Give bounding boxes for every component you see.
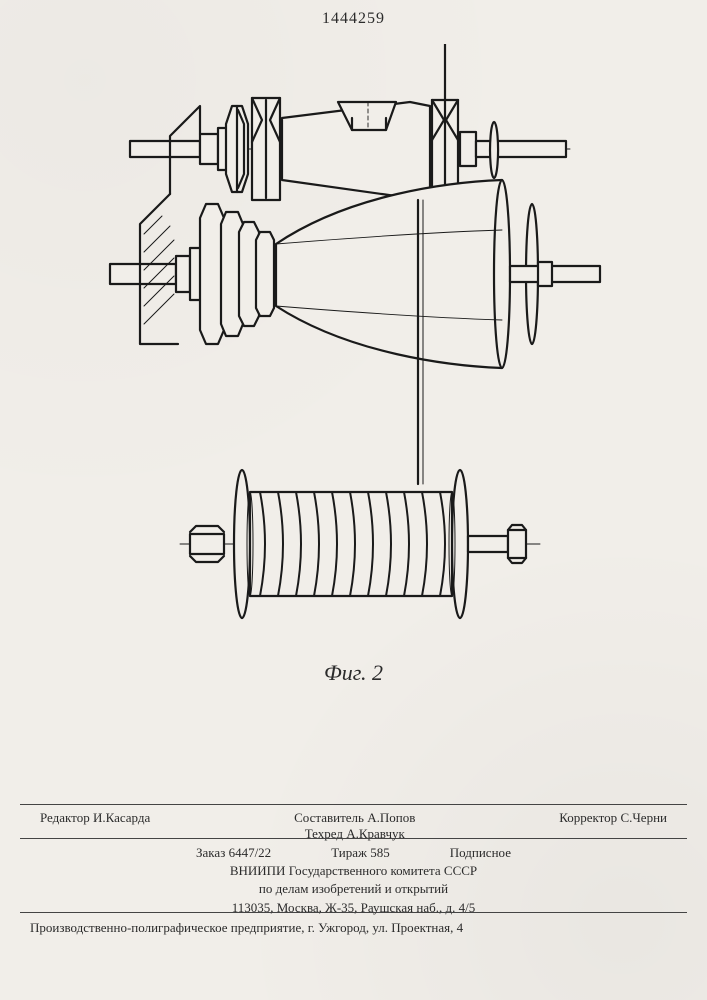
imprint-block: Заказ 6447/22 Тираж 585 Подписное ВНИИПИ… <box>40 844 667 917</box>
organisation-line2: по делам изобретений и открытий <box>40 880 667 898</box>
printer-footer: Производственно-полиграфическое предприя… <box>30 920 677 936</box>
podpisnoe: Подписное <box>450 844 511 862</box>
patent-number: 1444259 <box>0 10 707 28</box>
divider <box>20 838 687 839</box>
order-number: Заказ 6447/22 <box>196 844 271 862</box>
page: 1444259 <box>0 0 707 1000</box>
address: 113035, Москва, Ж-35, Раушская наб., д. … <box>40 899 667 917</box>
divider <box>20 912 687 913</box>
divider <box>20 804 687 805</box>
organisation: ВНИИПИ Государственного комитета СССР <box>40 862 667 880</box>
credits-block: Редактор И.Касарда Составитель А.Попов Т… <box>40 810 667 846</box>
figure-label: Фиг. 2 <box>0 660 707 686</box>
mechanical-diagram <box>100 44 610 644</box>
tirazh: Тираж 585 <box>331 844 390 862</box>
